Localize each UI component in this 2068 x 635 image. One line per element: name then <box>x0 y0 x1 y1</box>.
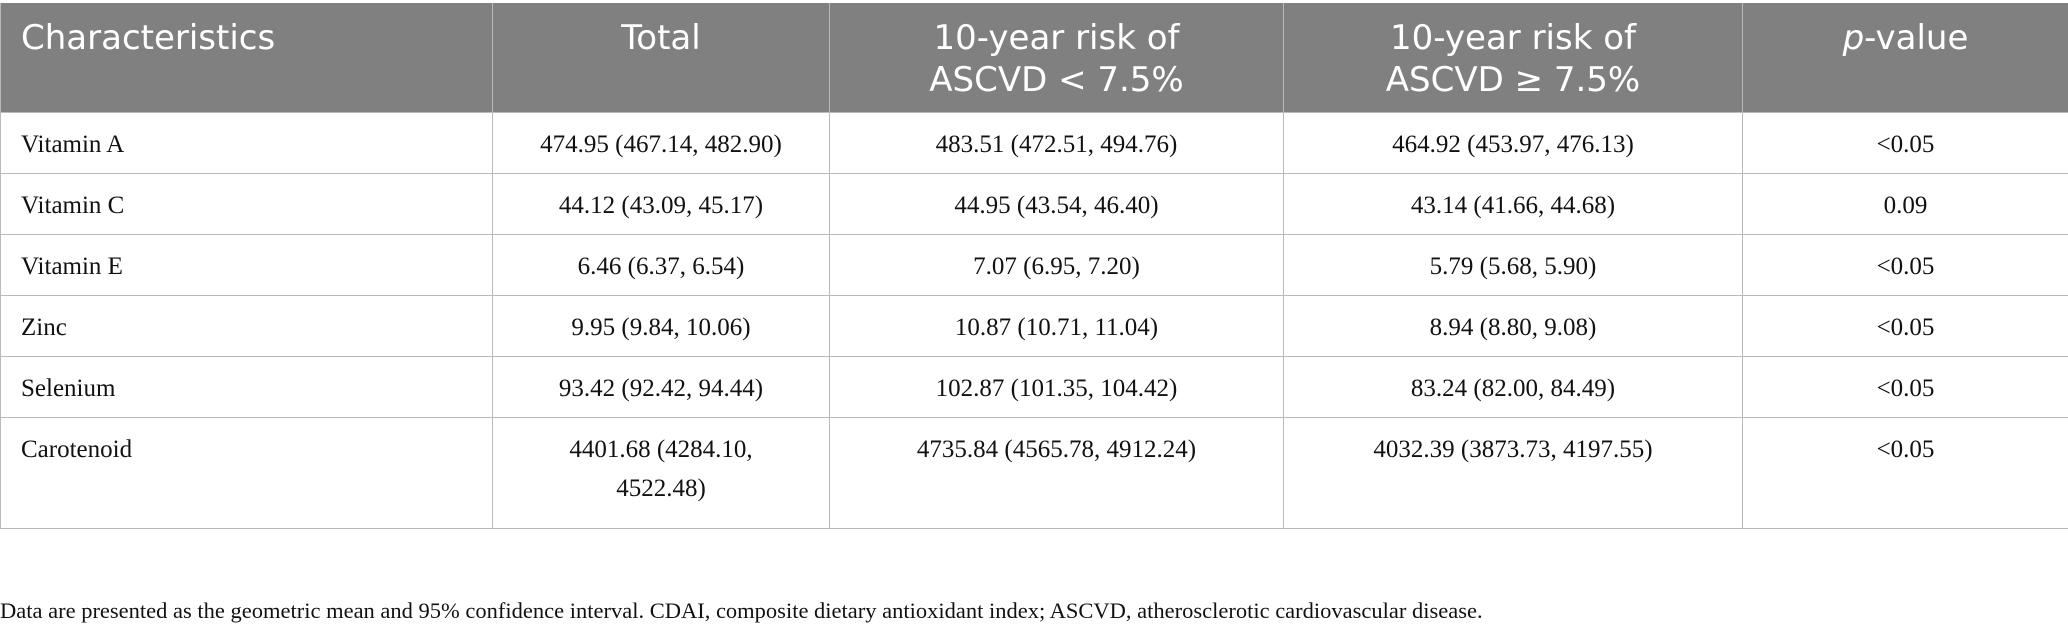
header-risk-low: 10-year risk of ASCVD < 7.5% <box>829 3 1284 113</box>
data-table-container: Characteristics Total 10-year risk of AS… <box>0 3 2068 529</box>
cell-risk-high: 464.92 (453.97, 476.13) <box>1283 112 1743 174</box>
cell-total: 474.95 (467.14, 482.90) <box>492 112 830 174</box>
header-characteristics: Characteristics <box>0 3 493 113</box>
header-p-rest: -value <box>1864 18 1969 58</box>
header-p-value: p-value <box>1742 3 2068 113</box>
table-row: Selenium 93.42 (92.42, 94.44) 102.87 (10… <box>0 356 2068 418</box>
cell-p-value: <0.05 <box>1742 112 2068 174</box>
data-table: Characteristics Total 10-year risk of AS… <box>0 3 2068 529</box>
row-name: Carotenoid <box>0 417 493 529</box>
cell-total: 93.42 (92.42, 94.44) <box>492 356 830 418</box>
row-name: Selenium <box>0 356 493 418</box>
cell-total-line2: 4522.48) <box>616 475 706 502</box>
header-risk-high: 10-year risk of ASCVD ≥ 7.5% <box>1283 3 1743 113</box>
cell-p-value: <0.05 <box>1742 356 2068 418</box>
cell-p-value: <0.05 <box>1742 417 2068 529</box>
table-row: Zinc 9.95 (9.84, 10.06) 10.87 (10.71, 11… <box>0 295 2068 357</box>
header-p-italic: p <box>1842 18 1865 58</box>
cell-risk-high: 43.14 (41.66, 44.68) <box>1283 173 1743 235</box>
row-name: Vitamin C <box>0 173 493 235</box>
cell-p-value: 0.09 <box>1742 173 2068 235</box>
cell-risk-high: 8.94 (8.80, 9.08) <box>1283 295 1743 357</box>
row-name: Vitamin E <box>0 234 493 296</box>
table-footnote: Data are presented as the geometric mean… <box>0 598 1483 623</box>
cell-risk-low: 10.87 (10.71, 11.04) <box>829 295 1284 357</box>
cell-risk-high: 83.24 (82.00, 84.49) <box>1283 356 1743 418</box>
table-row: Vitamin A 474.95 (467.14, 482.90) 483.51… <box>0 112 2068 174</box>
cell-total: 44.12 (43.09, 45.17) <box>492 173 830 235</box>
cell-p-value: <0.05 <box>1742 234 2068 296</box>
cell-total: 6.46 (6.37, 6.54) <box>492 234 830 296</box>
cell-risk-high: 5.79 (5.68, 5.90) <box>1283 234 1743 296</box>
table-body: Vitamin A 474.95 (467.14, 482.90) 483.51… <box>0 112 2068 529</box>
cell-risk-low: 7.07 (6.95, 7.20) <box>829 234 1284 296</box>
header-total: Total <box>492 3 830 113</box>
table-row: Carotenoid 4401.68 (4284.10, 4522.48) 47… <box>0 417 2068 529</box>
row-name: Zinc <box>0 295 493 357</box>
header-risk-high-line2: ASCVD ≥ 7.5% <box>1385 60 1641 100</box>
header-risk-low-line1: 10-year risk of <box>933 18 1180 58</box>
cell-risk-high: 4032.39 (3873.73, 4197.55) <box>1283 417 1743 529</box>
table-header: Characteristics Total 10-year risk of AS… <box>0 3 2068 113</box>
cell-p-value: <0.05 <box>1742 295 2068 357</box>
row-name: Vitamin A <box>0 112 493 174</box>
cell-total: 9.95 (9.84, 10.06) <box>492 295 830 357</box>
header-risk-high-line1: 10-year risk of <box>1389 18 1636 58</box>
table-row: Vitamin E 6.46 (6.37, 6.54) 7.07 (6.95, … <box>0 234 2068 296</box>
cell-total: 4401.68 (4284.10, 4522.48) <box>492 417 830 529</box>
table-row: Vitamin C 44.12 (43.09, 45.17) 44.95 (43… <box>0 173 2068 235</box>
header-risk-low-line2: ASCVD < 7.5% <box>929 60 1184 100</box>
cell-total-line1: 4401.68 (4284.10, <box>569 436 753 463</box>
cell-risk-low: 44.95 (43.54, 46.40) <box>829 173 1284 235</box>
cell-risk-low: 483.51 (472.51, 494.76) <box>829 112 1284 174</box>
cell-risk-low: 4735.84 (4565.78, 4912.24) <box>829 417 1284 529</box>
cell-risk-low: 102.87 (101.35, 104.42) <box>829 356 1284 418</box>
